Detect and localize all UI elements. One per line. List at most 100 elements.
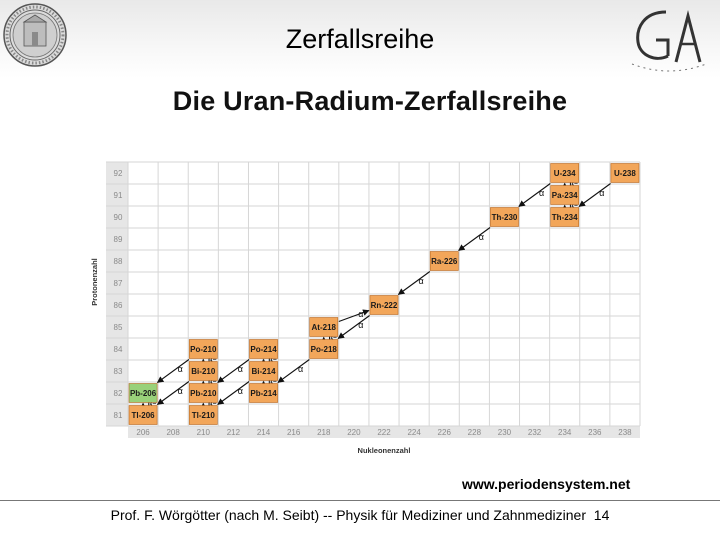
x-tick-label: 206	[136, 428, 150, 437]
decay-label-beta: β⁻	[328, 334, 337, 343]
x-axis-label: Nukleonenzahl	[358, 446, 411, 455]
ga-university-logo-icon	[631, 10, 707, 72]
x-tick-label: 236	[588, 428, 602, 437]
decay-arrow-alpha	[518, 183, 551, 207]
y-tick-label: 87	[114, 279, 123, 288]
decay-arrow-alpha	[337, 315, 370, 339]
y-tick-label: 90	[114, 213, 123, 222]
y-tick-label: 82	[114, 389, 123, 398]
x-tick-label: 212	[227, 428, 241, 437]
decay-label-alpha: α	[298, 364, 303, 374]
x-axis-band	[128, 426, 640, 438]
slide-title: Zerfallsreihe	[285, 24, 435, 54]
nuclide-box-po-218	[309, 339, 339, 359]
slide-footer: Prof. F. Wörgötter (nach M. Seibt) -- Ph…	[0, 507, 720, 523]
decay-label-alpha: α	[178, 364, 183, 374]
nuclide-label-po-218: Po-218	[311, 345, 338, 354]
decay-arrow-alpha	[156, 381, 190, 405]
decay-arrow-alpha	[578, 183, 611, 207]
nuclide-box-th-234	[550, 207, 580, 227]
decay-label-beta: β⁻	[569, 180, 578, 189]
nuclide-label-at-218: At-218	[312, 323, 337, 332]
nuclide-box-pb-206	[128, 383, 158, 403]
nuclide-label-ra-226: Ra-226	[431, 257, 458, 266]
decay-label-beta: β⁻	[208, 378, 217, 387]
decay-label-alpha: α	[358, 320, 363, 330]
nuclide-label-pa-234: Pa-234	[552, 191, 578, 200]
decay-label-alpha: α	[539, 188, 544, 198]
nuclide-box-bi-210	[188, 361, 218, 381]
y-tick-label: 83	[114, 367, 123, 376]
decay-arrow-alpha	[156, 359, 190, 383]
nuclide-box-po-214	[249, 339, 278, 359]
decay-label-alpha: α	[479, 232, 484, 242]
x-tick-label: 234	[558, 428, 572, 437]
nuclide-label-pb-214: Pb-214	[250, 389, 277, 398]
nuclide-label-u-234: U-234	[554, 169, 576, 178]
y-tick-label: 85	[114, 323, 123, 332]
decay-label-beta: β⁻	[208, 400, 217, 409]
y-tick-label: 84	[114, 345, 123, 354]
slide-header-band	[0, 0, 720, 78]
decay-arrow-alpha	[217, 381, 250, 405]
x-tick-label: 214	[257, 428, 271, 437]
nuclide-label-th-230: Th-230	[492, 213, 518, 222]
x-tick-label: 226	[438, 428, 452, 437]
nuclide-label-bi-210: Bi-210	[191, 367, 216, 376]
y-tick-label: 89	[114, 235, 123, 244]
nuclide-label-tl-206: Tl-206	[131, 411, 155, 420]
x-tick-label: 208	[166, 428, 180, 437]
nuclide-box-tl-210	[188, 405, 218, 425]
nuclide-box-ra-226	[429, 251, 459, 271]
decay-arrow-alpha	[397, 271, 431, 295]
decay-label-beta: β⁻	[268, 378, 277, 387]
decay-arrow-alpha	[277, 359, 310, 383]
x-tick-label: 222	[377, 428, 391, 437]
nuclide-box-th-230	[490, 207, 519, 227]
nuclide-label-pb-206: Pb-206	[130, 389, 157, 398]
nuclide-label-th-234: Th-234	[552, 213, 578, 222]
nuclide-label-po-210: Po-210	[190, 345, 217, 354]
nuclide-box-pa-234	[550, 185, 580, 205]
x-tick-label: 220	[347, 428, 361, 437]
nuclide-box-bi-214	[249, 361, 278, 381]
nuclide-label-tl-210: Tl-210	[192, 411, 216, 420]
university-seal-icon	[3, 3, 67, 67]
nuclide-box-u-234	[550, 163, 580, 183]
nuclide-box-po-210	[188, 339, 218, 359]
footer-divider	[0, 500, 720, 501]
y-axis-label: Protonenzahl	[90, 258, 99, 306]
chart-heading: Die Uran-Radium-Zerfallsreihe	[172, 86, 568, 116]
decay-label-beta: β⁻	[208, 356, 217, 365]
nuclide-label-u-238: U-238	[614, 169, 636, 178]
nuclide-label-bi-214: Bi-214	[252, 367, 277, 376]
nuclide-label-pb-210: Pb-210	[190, 389, 217, 398]
y-tick-label: 88	[114, 257, 123, 266]
y-tick-label: 86	[114, 301, 123, 310]
nuclide-box-pb-214	[249, 383, 278, 403]
decay-label-alpha: α	[358, 309, 363, 319]
y-tick-label: 91	[114, 191, 123, 200]
nuclide-box-u-238	[610, 163, 640, 183]
footer-credit: Prof. F. Wörgötter (nach M. Seibt) -- Ph…	[110, 507, 587, 523]
nuclide-box-tl-206	[128, 405, 158, 425]
page-number: 14	[593, 507, 610, 523]
website-url: www.periodensystem.net	[462, 476, 631, 492]
nuclide-box-rn-222	[369, 295, 399, 315]
y-tick-label: 92	[114, 169, 123, 178]
decay-arrow-alpha	[458, 227, 491, 251]
x-tick-label: 232	[528, 428, 542, 437]
decay-label-alpha: α	[238, 364, 243, 374]
decay-label-alpha: α	[178, 386, 183, 396]
decay-chain-diagram: 92 91 90 89 88 87 86 85 84 83 82 81 206 208 210 212 214 2…	[90, 161, 641, 455]
x-tick-label: 238	[618, 428, 632, 437]
decay-label-beta: β⁻	[148, 400, 157, 409]
decay-label-alpha: α	[599, 188, 604, 198]
nuclide-label-po-214: Po-214	[250, 345, 277, 354]
x-tick-label: 224	[407, 428, 421, 437]
nuclide-label-rn-222: Rn-222	[371, 301, 398, 310]
decay-arrow-alpha	[338, 309, 370, 323]
decay-arrow-alpha	[217, 359, 250, 383]
decay-label-beta: β⁻	[268, 356, 277, 365]
x-tick-label: 210	[197, 428, 211, 437]
